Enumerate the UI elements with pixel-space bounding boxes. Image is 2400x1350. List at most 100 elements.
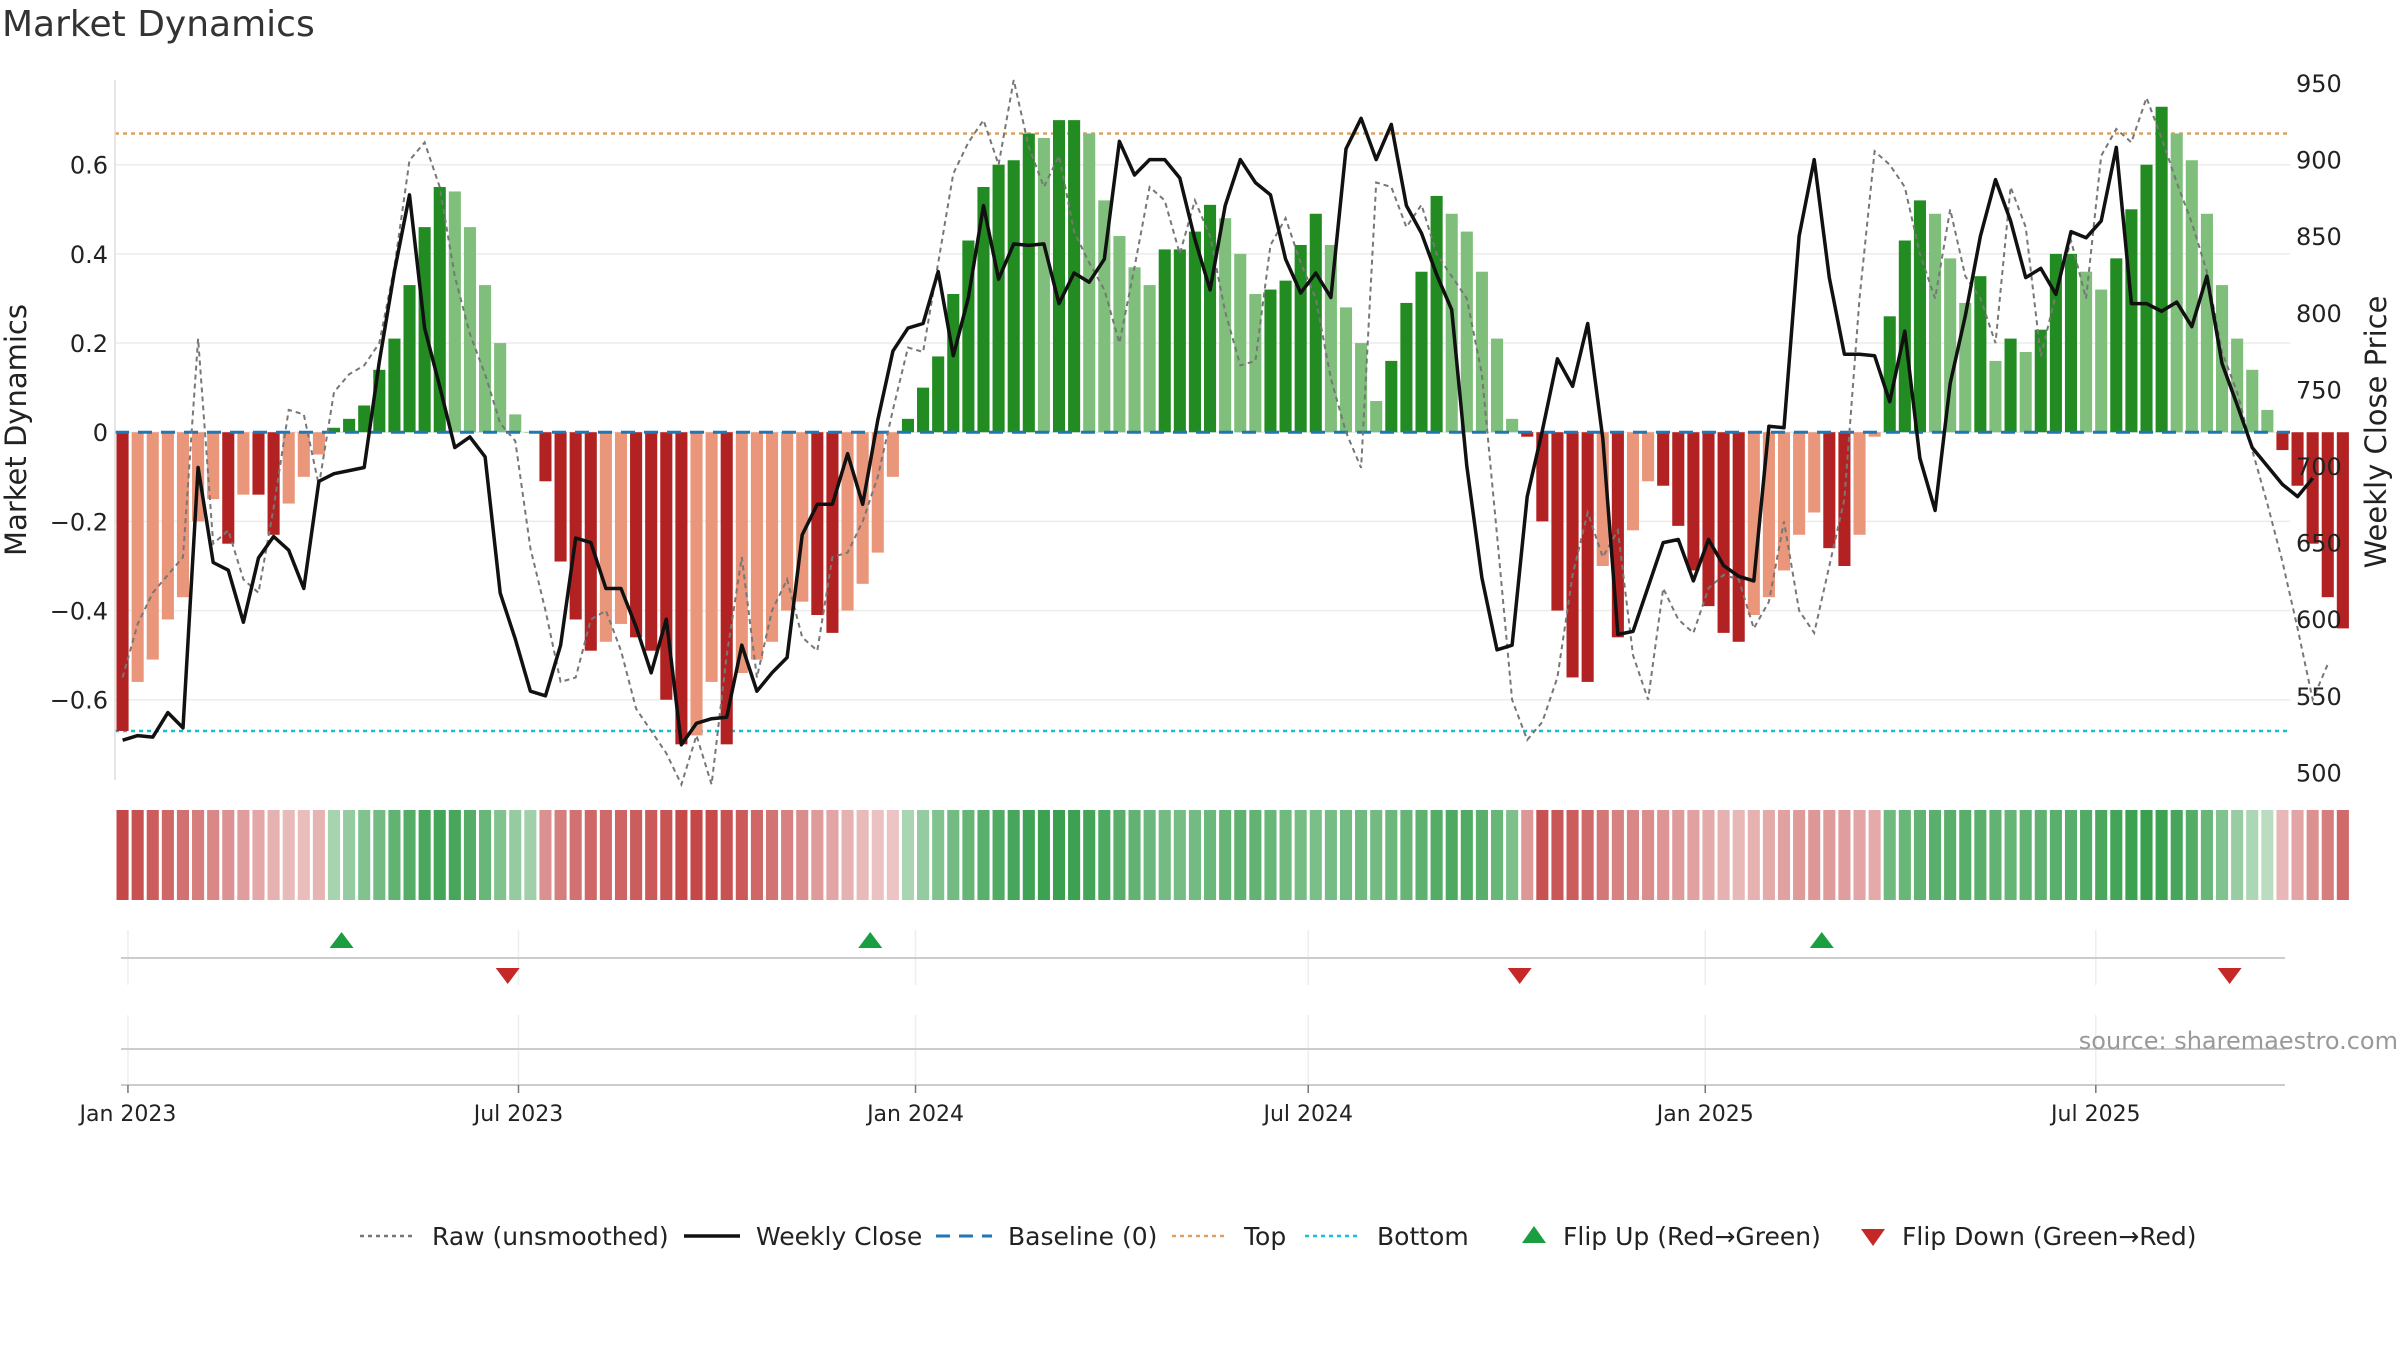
dynamics-bar [1279,280,1292,433]
dynamics-bar [826,432,839,633]
regime-cell [1929,810,1942,900]
regime-cell [1460,810,1473,900]
regime-cell [131,810,144,900]
dynamics-bar [1204,204,1217,433]
regime-cell [267,810,280,900]
dynamics-bar [207,432,220,500]
axes: −0.6 −0.4 −0.2 0 0.2 0.4 0.6 500 550 600 650 700 750… [50,70,2342,787]
legend[interactable]: Raw (unsmoothed) Weekly Close Baseline (0)… [360,1222,2197,1251]
regime-cell [1415,810,1428,900]
regime-cell [1642,810,1655,900]
regime-cell [1339,810,1353,900]
regime-cell [297,810,310,900]
dynamics-bar [645,432,658,651]
dynamics-bar [1581,432,1594,682]
regime-cell [614,810,628,900]
dynamics-bar [1415,271,1428,433]
regime-cell [1430,810,1443,900]
regime-cell [584,810,597,900]
regime-cell [796,810,809,900]
regime-cell [2004,810,2017,900]
legend-label: Bottom [1377,1222,1469,1251]
dynamics-bar [1022,133,1035,433]
regime-cell [1143,810,1156,900]
dynamics-bar [327,427,341,433]
legend-label: Flip Up (Red→Green) [1563,1222,1821,1251]
dynamics-bar [1777,432,1791,571]
regime-cell [1309,810,1322,900]
dynamics-bar [1989,360,2002,433]
regime-cell [2049,810,2062,900]
legend-item: Baseline (0) [936,1222,1157,1251]
regime-cell [1506,810,1519,900]
regime-cell [1551,810,1564,900]
regime-cell [1037,810,1050,900]
regime-cell [1898,810,1911,900]
dynamics-bar [2095,289,2108,433]
dynamics-bar [161,432,174,620]
dynamics-bar [1052,120,1066,433]
dynamics-bar [675,432,688,745]
regime-cell [1672,810,1685,900]
y-tick-label: 0.2 [70,330,108,358]
regime-cell [1022,810,1035,900]
dynamics-bar [252,432,265,495]
regime-cell [192,810,205,900]
legend-symbol-flip-up [1522,1226,1546,1243]
regime-cell [1294,810,1307,900]
regime-cell [1249,810,1262,900]
dynamics-bar [1400,302,1413,433]
regime-cell [660,810,673,900]
dynamics-bar [1128,267,1141,433]
regime-cell [1445,810,1458,900]
dynamics-bar [2170,133,2183,433]
legend-item: Flip Down (Green→Red) [1861,1222,2197,1251]
regime-cell [433,810,446,900]
regime-cell [1657,810,1670,900]
dynamics-bar [856,432,869,584]
regime-cell [841,810,854,900]
weekly-close-line [122,116,2315,747]
dynamics-bar [1098,200,1111,433]
dynamics-bar [1506,418,1519,433]
regime-cell [327,810,341,900]
dynamics-bar [1551,432,1564,611]
dynamics-bar [781,432,794,611]
x-tick-label: Jul 2023 [472,1102,564,1127]
dynamics-bar [2049,253,2062,433]
dynamics-bar [463,227,476,433]
y2-tick-label: 650 [2296,530,2342,558]
regime-cell [539,810,552,900]
regime-cell [343,810,356,900]
regime-cell [1883,810,1896,900]
regime-cell [403,810,416,900]
x-axis: Jan 2023 Jul 2023 Jan 2024 Jul 2024 Jan 2025… [77,1048,2285,1127]
dynamics-bar [705,432,718,682]
regime-cell [1732,810,1745,900]
y-tick-label: −0.6 [50,687,108,715]
dynamics-bar [750,432,763,660]
regime-cell [373,810,386,900]
regime-cell [1853,810,1866,900]
dynamics-bar [1657,432,1670,486]
regime-cell [1944,810,1957,900]
regime-cell [2291,810,2304,900]
regime-cell [1279,810,1292,900]
dynamics-bar [2261,409,2274,433]
dynamics-bar [765,432,779,642]
regime-cell [1536,810,1549,900]
dynamics-bar [1536,432,1549,522]
regime-cell [2336,810,2349,900]
regime-cell [1521,810,1534,900]
regime-cell [524,810,537,900]
regime-cell [1762,810,1775,900]
regime-cell [856,810,869,900]
regime-cell [1007,810,1020,900]
dynamics-bar [448,191,461,433]
regime-cell [645,810,658,900]
regime-cell [207,810,220,900]
dynamics-bar [146,432,159,660]
dynamics-bar [1264,289,1277,433]
dynamics-bar [1385,360,1398,433]
flip-up-marker [329,932,354,948]
